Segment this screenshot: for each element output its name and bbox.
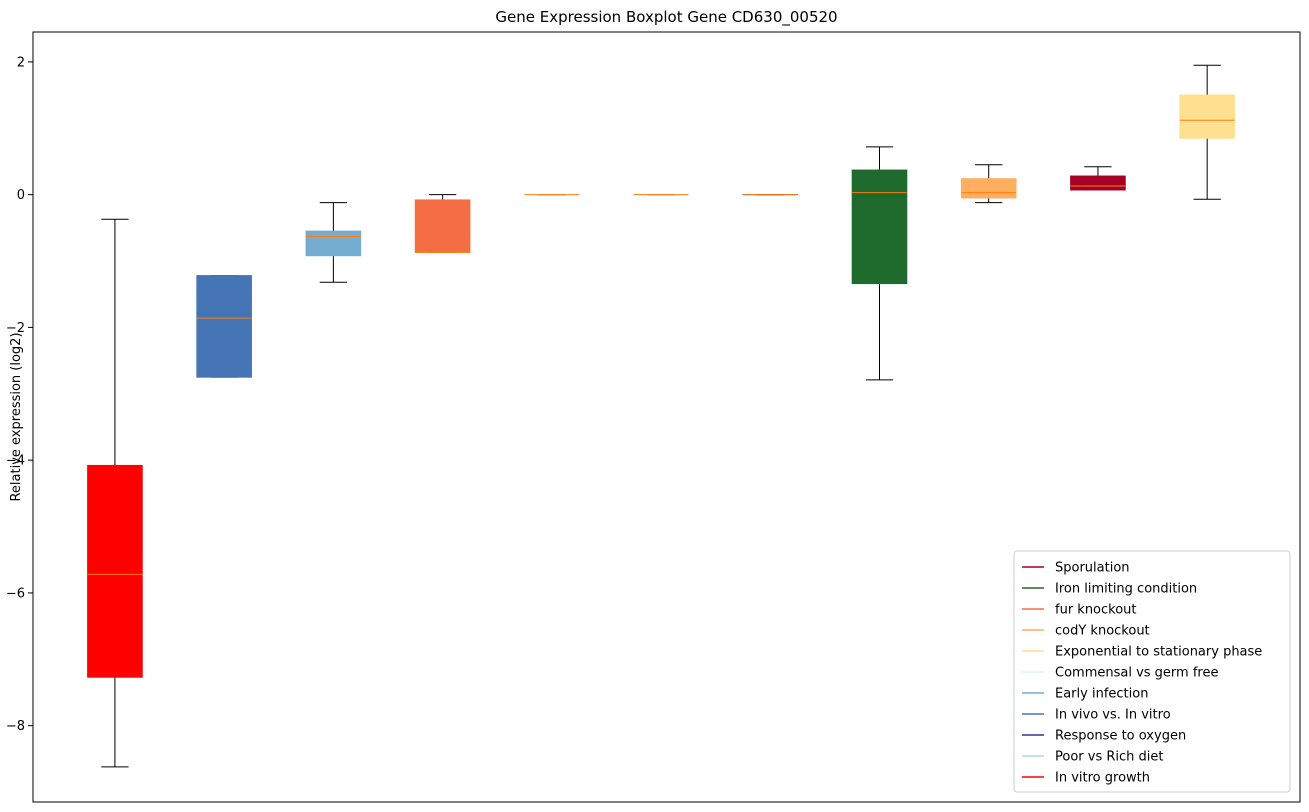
legend-label: Commensal vs germ free	[1055, 666, 1218, 681]
plot-frame	[32, 31, 1301, 803]
legend-label: In vitro growth	[1055, 771, 1150, 786]
y-tick-label: −4	[6, 454, 25, 469]
legend-label: Sporulation	[1055, 561, 1130, 576]
legend: Sporulation Iron limiting condition fur kn…	[1013, 550, 1291, 793]
y-tick-label: −6	[6, 586, 25, 601]
box-group	[960, 164, 1017, 204]
box-iqr	[196, 275, 252, 378]
y-axis-label: Relative expression (log2)	[9, 332, 24, 501]
legend-label: fur knockout	[1055, 603, 1137, 618]
box-group	[1179, 64, 1235, 200]
box-iqr	[1070, 175, 1126, 191]
legend-label: Iron limiting condition	[1055, 582, 1197, 597]
legend-label: Response to oxygen	[1055, 729, 1186, 744]
y-tick-label: −8	[6, 719, 25, 734]
box-iqr	[1179, 94, 1235, 139]
y-axis: 2 0 −2 −4 −6 −8	[6, 55, 33, 734]
box-iqr	[851, 169, 908, 285]
box-iqr	[414, 199, 471, 253]
y-tick-label: 2	[17, 55, 25, 70]
y-tick-label: −2	[6, 321, 25, 336]
box-iqr	[87, 464, 143, 678]
box-group	[851, 146, 908, 381]
box-group	[305, 202, 362, 283]
legend-label: codY knockout	[1055, 624, 1150, 639]
box-group	[196, 275, 252, 378]
y-tick-label: 0	[17, 188, 25, 203]
box-group	[87, 218, 143, 768]
legend-label: Poor vs Rich diet	[1055, 750, 1163, 765]
box-group	[414, 194, 471, 253]
legend-label: Exponential to stationary phase	[1055, 645, 1262, 660]
box-iqr	[305, 230, 362, 257]
legend-label: In vivo vs. In vitro	[1055, 708, 1171, 723]
chart-title: Gene Expression Boxplot Gene CD630_00520	[495, 8, 837, 27]
box-group	[1070, 166, 1126, 191]
legend-box	[1013, 550, 1291, 793]
boxes-layer	[87, 64, 1235, 768]
legend-label: Early infection	[1055, 687, 1148, 702]
box-iqr	[960, 178, 1017, 199]
